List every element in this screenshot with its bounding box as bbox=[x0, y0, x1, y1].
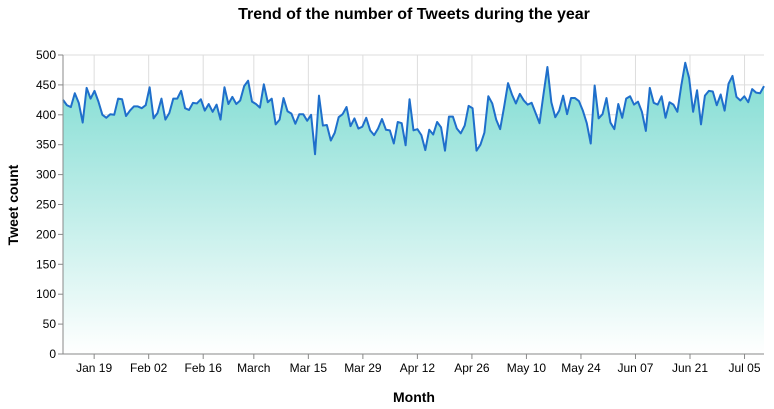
x-tick-label: Feb 16 bbox=[185, 361, 223, 375]
y-tick-label: 50 bbox=[43, 317, 57, 331]
x-tick-label: Apr 26 bbox=[454, 361, 490, 375]
y-tick-label: 300 bbox=[36, 168, 56, 182]
x-tick-label: May 24 bbox=[561, 361, 601, 375]
y-tick-label: 0 bbox=[49, 347, 56, 361]
y-tick-label: 500 bbox=[36, 48, 56, 62]
axes: 0 50 100 150 200 250 300 350 400 450 500 Jan 19 Feb … bbox=[36, 48, 764, 375]
series-line bbox=[62, 61, 765, 156]
y-tick-label: 150 bbox=[36, 257, 56, 271]
x-tick-label: Mar 29 bbox=[344, 361, 382, 375]
x-tick-label: May 10 bbox=[507, 361, 547, 375]
x-tick-label: Jun 21 bbox=[672, 361, 708, 375]
area-fill bbox=[63, 62, 764, 355]
y-tick-label: 100 bbox=[36, 287, 56, 301]
x-tick-label: March bbox=[237, 361, 270, 375]
x-tick-label: Apr 12 bbox=[400, 361, 436, 375]
x-tick-label: Jan 19 bbox=[76, 361, 112, 375]
y-axis-title: Tweet count bbox=[5, 164, 21, 245]
x-tick-label: Feb 02 bbox=[130, 361, 168, 375]
y-tick-label: 350 bbox=[36, 138, 56, 152]
y-tick-label: 400 bbox=[36, 108, 56, 122]
y-tick-label: 450 bbox=[36, 78, 56, 92]
y-tick-label: 250 bbox=[36, 198, 56, 212]
chart-title: Trend of the number of Tweets during the… bbox=[238, 6, 590, 23]
y-tick-label: 200 bbox=[36, 227, 56, 241]
x-tick-label: Mar 15 bbox=[290, 361, 328, 375]
x-axis-title: Month bbox=[393, 389, 435, 405]
x-tick-label: Jun 07 bbox=[617, 361, 653, 375]
x-tick-label: Jul 05 bbox=[729, 361, 761, 375]
